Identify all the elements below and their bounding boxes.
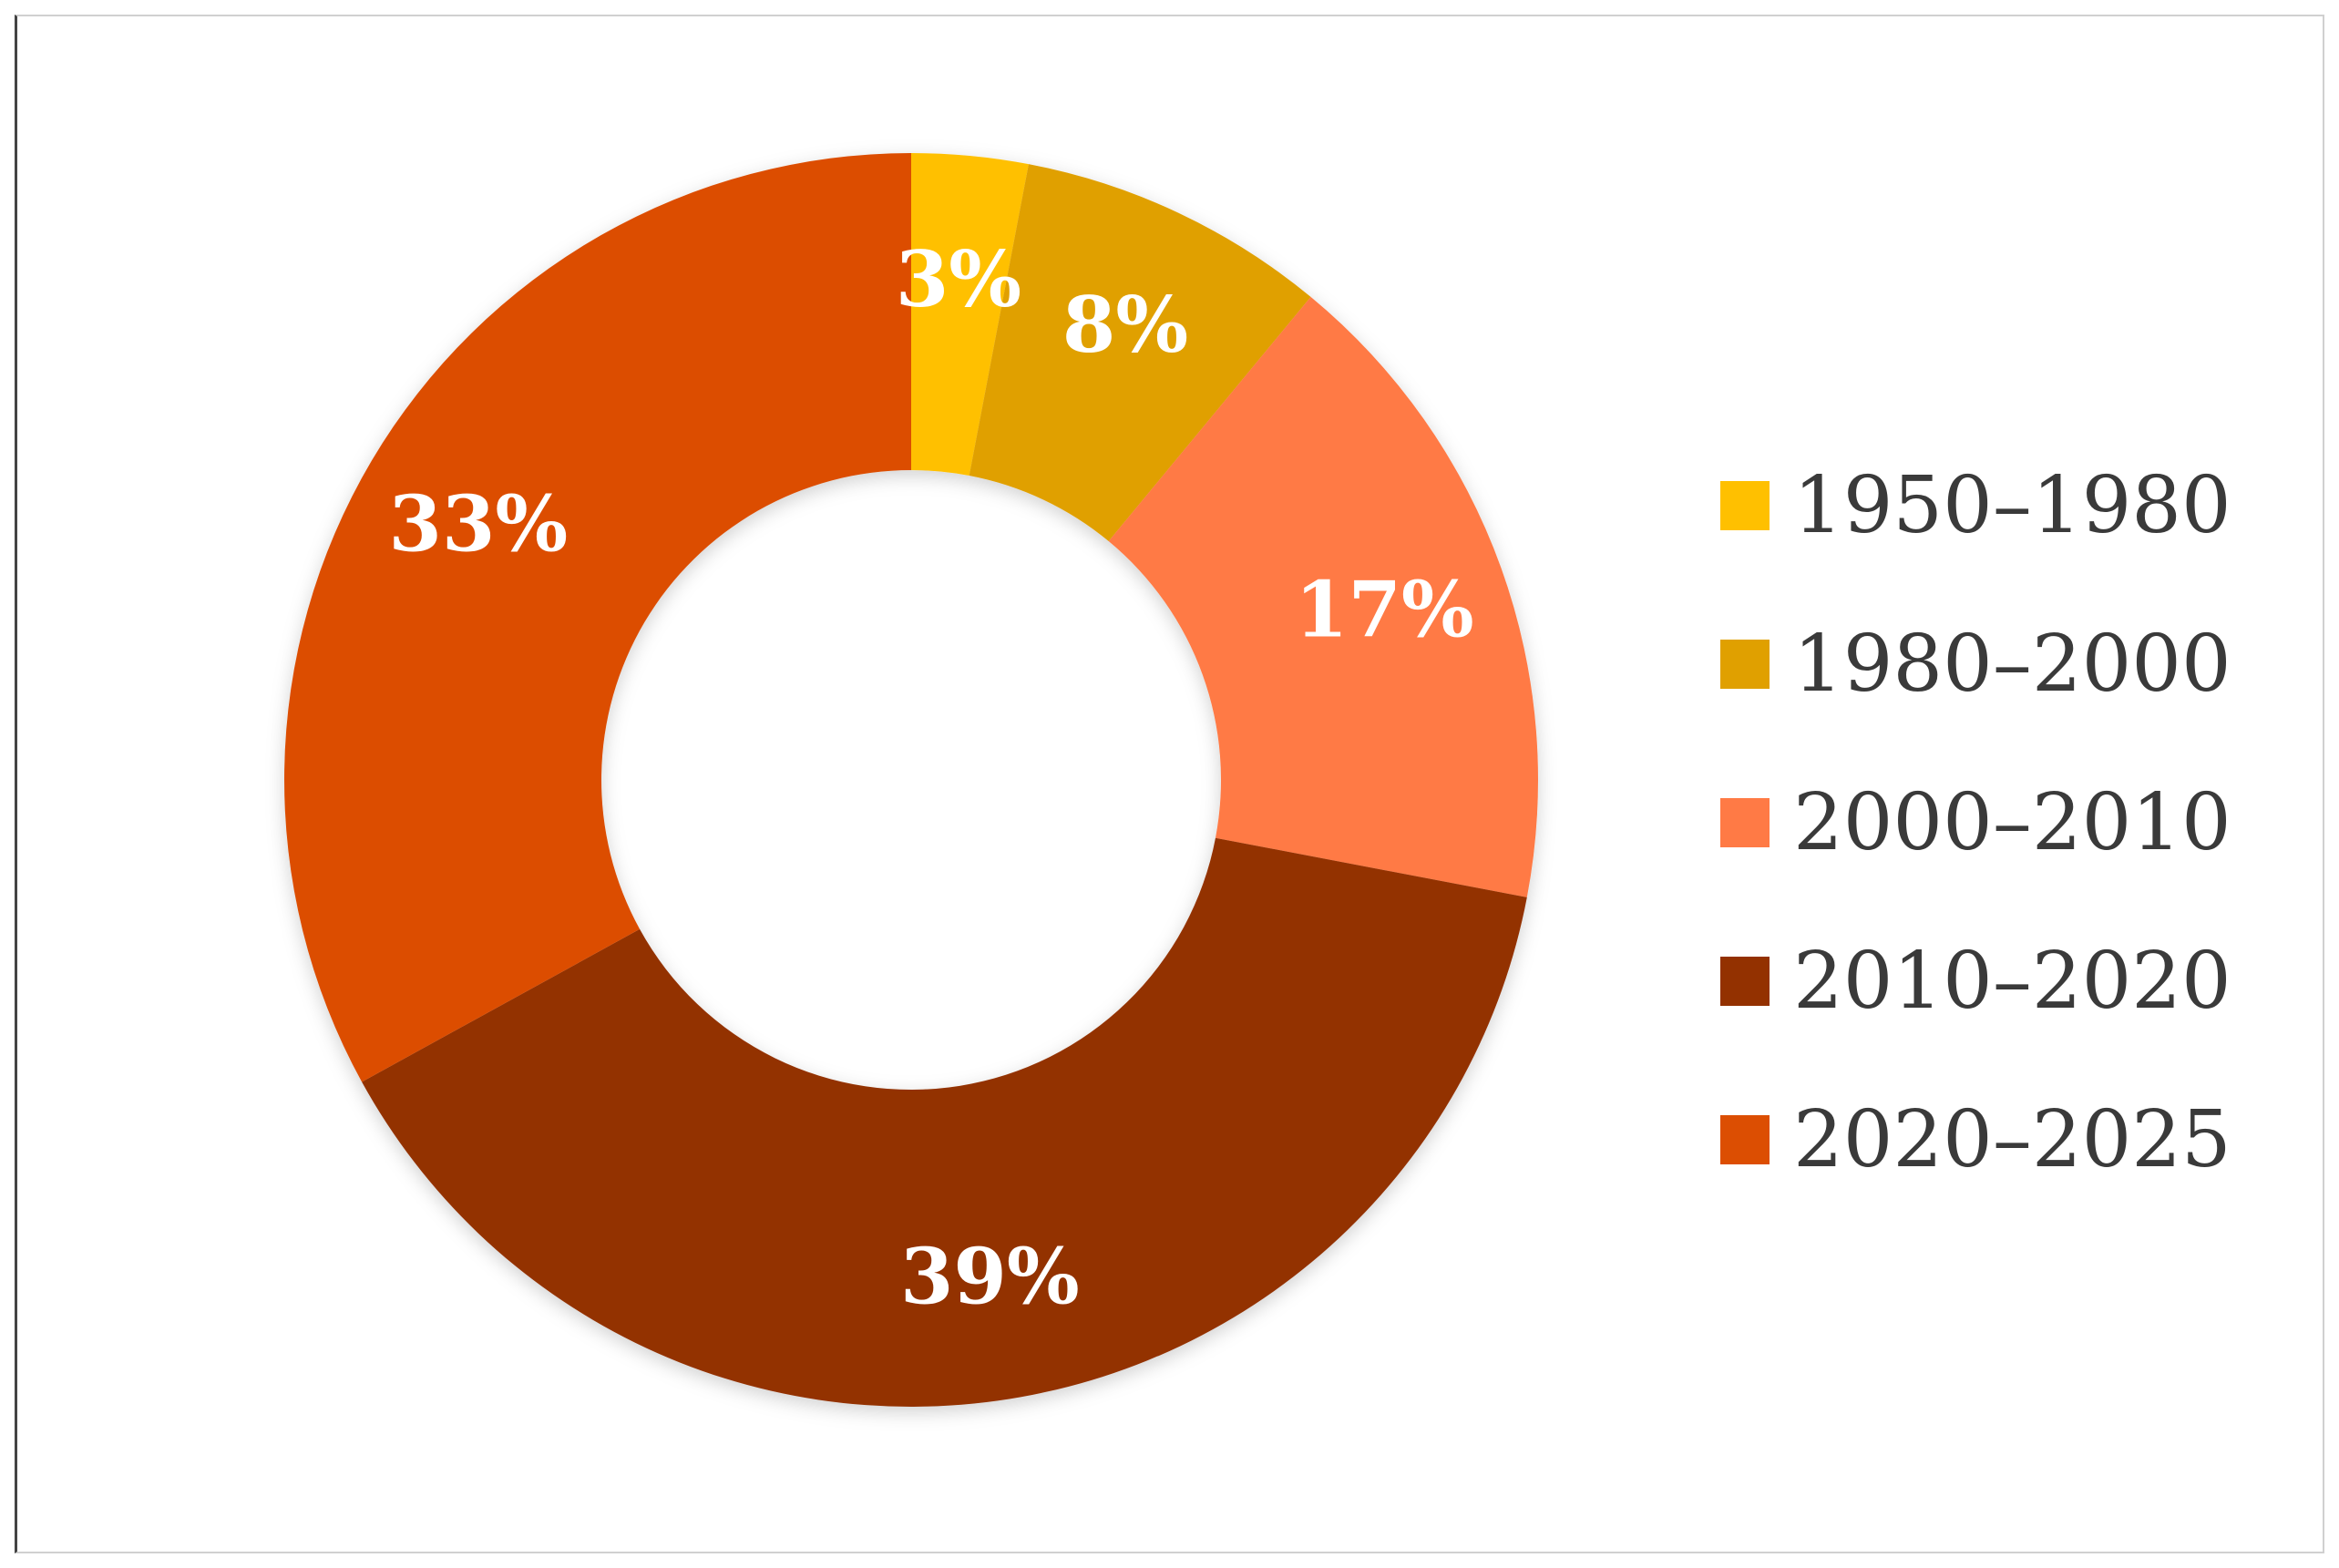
legend-swatch-2 bbox=[1720, 640, 1770, 689]
legend: 1950–1980 1980–2000 2000–2010 2010–2020 2020… bbox=[1720, 460, 2231, 1185]
slice-1 bbox=[911, 153, 1029, 477]
slice-4 bbox=[362, 837, 1527, 1407]
legend-item-2: 1980–2000 bbox=[1720, 619, 2231, 710]
slice-label-5: 33% bbox=[389, 479, 569, 569]
legend-swatch-1 bbox=[1720, 481, 1770, 530]
slice-3 bbox=[1108, 296, 1538, 897]
legend-swatch-4 bbox=[1720, 957, 1770, 1006]
slice-labels: 3% 8% 17% 39% 33% bbox=[389, 234, 1474, 1322]
slice-label-1: 3% bbox=[896, 234, 1021, 324]
legend-label-5: 2020–2025 bbox=[1793, 1094, 2231, 1185]
legend-item-1: 1950–1980 bbox=[1720, 460, 2231, 551]
legend-item-5: 2020–2025 bbox=[1720, 1094, 2231, 1185]
slice-5 bbox=[284, 153, 912, 1082]
slice-2 bbox=[969, 164, 1311, 542]
legend-swatch-3 bbox=[1720, 798, 1770, 847]
legend-label-3: 2000–2010 bbox=[1793, 777, 2231, 868]
donut-slices bbox=[284, 153, 1538, 1407]
legend-label-4: 2010–2020 bbox=[1793, 936, 2231, 1027]
slice-label-4: 39% bbox=[900, 1232, 1080, 1322]
legend-item-4: 2010–2020 bbox=[1720, 936, 2231, 1027]
legend-label-2: 1980–2000 bbox=[1793, 619, 2231, 710]
legend-item-3: 2000–2010 bbox=[1720, 777, 2231, 868]
legend-label-1: 1950–1980 bbox=[1793, 460, 2231, 551]
legend-swatch-5 bbox=[1720, 1115, 1770, 1164]
slice-label-2: 8% bbox=[1062, 280, 1188, 370]
slice-label-3: 17% bbox=[1295, 565, 1474, 655]
